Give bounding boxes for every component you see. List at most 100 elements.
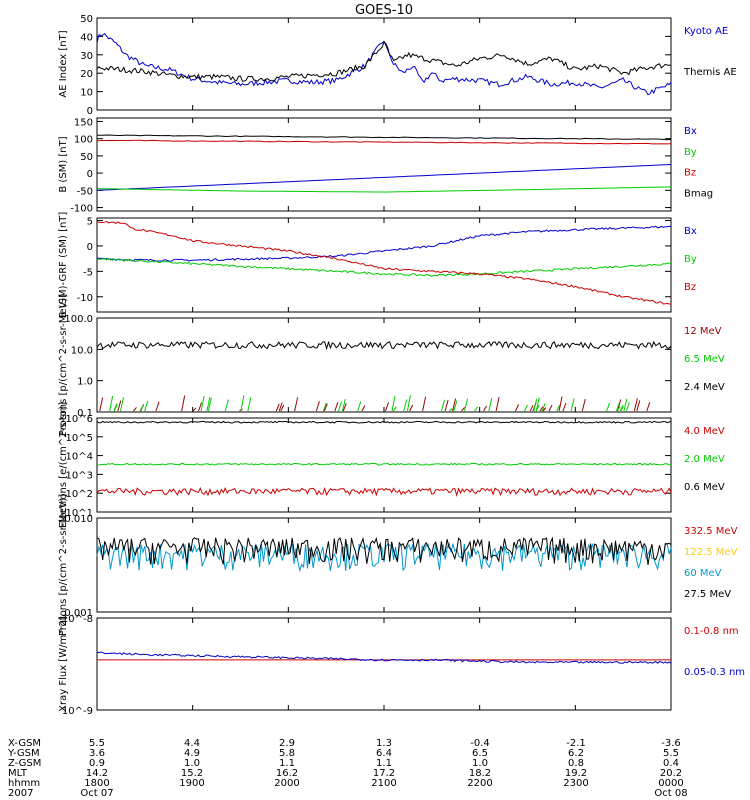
series-protons_hi-spike [535,397,540,412]
footer-cell: 1.0 [472,758,488,769]
legend-bdiff: Bx [684,226,697,237]
series-ae-themis-ae [96,40,672,82]
footer-cell: 4.4 [184,738,200,749]
legend-electrons: 0.6 MeV [684,482,725,493]
footer-cell: 1.0 [184,758,200,769]
series-protons_hi-spike [155,401,160,412]
series-electrons-0-6-mev [96,420,672,424]
series-protons_hi-spike [606,402,611,412]
panel-ylabel: Protons [p/(cm^2-s-sr-MeV)] [58,494,69,636]
legend-protons_hi: 12 MeV [684,326,722,337]
series-protons_hi-spike [581,398,586,412]
series-protons_hi-spike [533,398,538,412]
series-bdiff-bz [97,220,672,305]
panel-ylabel: Protons [p/(cm^2-s-sr-MeV)] [58,294,69,436]
series-protons_hi-spike [441,399,446,412]
series-protons_hi-spike [633,398,638,412]
legend-ae: Themis AE [683,67,737,78]
ytick-label: 40 [80,32,93,43]
series-protons_hi-spike [615,402,620,412]
series-protons_hi-spike [452,398,457,412]
series-bsm-bmag [96,134,672,141]
series-xray-0-05-0-3-nm [96,651,672,664]
series-protons_hi-spike [334,402,339,412]
series-protons_hi-spike [556,404,561,412]
legend-protons_lo: 27.5 MeV [684,589,731,600]
series-protons_hi-spike [361,405,366,412]
series-protons_hi-2-4-mev [96,340,672,351]
series-protons_hi-spike [207,397,212,412]
series-protons_hi-spike [570,398,575,412]
ytick-label: 0.001 [64,608,93,619]
series-protons_hi-spike [357,401,362,412]
ytick-label: 10^1 [66,508,93,519]
series-protons_hi-spike [529,405,534,412]
footer-cell: 19.2 [565,768,587,779]
legend-electrons: 2.0 MeV [684,454,725,465]
series-protons_hi-spike [488,398,493,412]
ytick-label: 0 [87,106,93,117]
series-protons_hi-spike [495,396,500,412]
series-protons_hi-spike [198,402,203,412]
series-protons_hi-spike [616,406,621,412]
footer-cell: -2.1 [566,738,586,749]
series-protons_hi-spike [315,401,320,412]
series-protons_hi-spike [294,397,299,412]
panel-ylabel: B (SM) [nT] [58,136,69,192]
panel-frame-xray [96,617,672,711]
series-protons_hi-spike [409,404,414,412]
footer-cell: 18.2 [469,768,491,779]
series-protons_hi-spike [623,398,628,412]
legend-ae: Kyoto AE [684,26,728,37]
series-protons_hi-spike [539,406,544,412]
series-electrons-2-0-mev [96,462,671,466]
ytick-label: 10 [80,88,93,99]
series-protons_hi-spike [461,407,466,412]
footer-cell: 4.9 [184,748,200,759]
series-protons_hi-spike [113,403,118,412]
series-protons_hi-spike [139,405,144,412]
footer-cell: 5.5 [89,738,105,749]
series-protons_hi-spike [224,399,229,412]
footer-cell: 16.2 [276,768,298,779]
legend-electrons: 4.0 MeV [684,426,725,437]
ytick-label: 30 [80,51,93,62]
series-protons_hi-spike [342,403,347,412]
series-electrons-4-0-mev [96,486,672,497]
footer-cell: Oct 07 [80,788,113,799]
footer-cell: 1800 [84,778,109,789]
series-protons_hi-spike [541,403,546,412]
series-protons_hi-spike [392,406,397,412]
series-protons_hi-spike [322,402,327,412]
series-protons_hi-spike [444,399,449,412]
legend-bsm: Bx [684,126,697,137]
legend-xray: 0.1-0.8 nm [684,626,739,637]
legend-bsm: By [684,147,697,158]
series-protons_hi-spike [323,403,328,412]
series-bdiff-by [96,257,671,277]
series-protons_hi-spike [144,400,149,412]
plot-title: GOES-10 [355,3,413,18]
footer-cell: -0.4 [470,738,490,749]
ytick-label: -10 [77,293,93,304]
footer-row-label: Z-GSM [8,758,41,769]
series-protons_hi-spike [403,399,408,412]
footer-row-label: hhmm [8,778,40,789]
series-protons_hi-spike [625,402,630,412]
series-protons_hi-spike [636,400,641,412]
footer-cell: 17.2 [373,768,395,779]
footer-cell: 6.4 [376,748,392,759]
series-protons_hi-spike [206,397,211,412]
ytick-label: 10^-8 [62,614,93,625]
footer-cell: 0.4 [663,758,679,769]
footer-cell: 5.8 [279,748,295,759]
series-protons_hi-spike [192,407,197,412]
series-protons_hi-spike [453,400,458,412]
ytick-label: 5 [87,217,93,228]
panel-ylabel: Electrons [e/(cm^2-s-sr)] [58,402,69,528]
panel-ylabel: AE Index [nT] [58,30,69,97]
ytick-label: 10^-9 [62,706,93,717]
footer-cell: -3.6 [661,738,681,749]
series-bsm-bx [96,164,672,191]
